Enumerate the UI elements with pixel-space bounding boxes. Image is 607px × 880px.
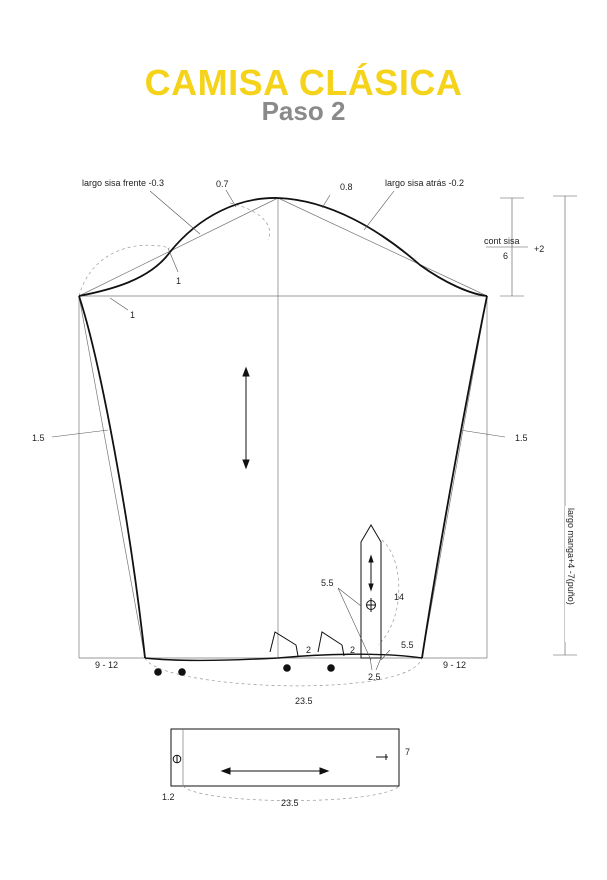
placket xyxy=(360,524,382,659)
divisor-six-label: 6 xyxy=(503,251,508,261)
cont-sisa-label: cont sisa xyxy=(484,236,520,246)
pleat-1 xyxy=(269,631,297,653)
right-side-1-5-label: 1.5 xyxy=(515,433,528,443)
pleat-2-label-b: 2 xyxy=(350,645,355,655)
hem-width-label: 23.5 xyxy=(295,696,313,706)
cuff-width-label: 23.5 xyxy=(281,798,299,808)
page-subtitle: Paso 2 xyxy=(261,96,346,126)
grainline-arrow xyxy=(242,366,250,470)
value-0-7-label: 0.7 xyxy=(216,179,229,189)
pleat-2 xyxy=(317,631,343,653)
armhole-back-label: largo sisa atrás -0.2 xyxy=(385,178,464,188)
hem-dimension-arc xyxy=(144,657,423,687)
front-armhole-guide xyxy=(78,197,279,297)
notch-dot-1 xyxy=(154,668,162,676)
top-cap-guide-arc xyxy=(229,202,270,241)
placket-14-label: 14 xyxy=(394,592,404,602)
left-side-1-5-label: 1.5 xyxy=(32,433,45,443)
left-underarm-seam xyxy=(78,295,146,659)
notch-dot-3 xyxy=(283,664,291,672)
construction-lines xyxy=(78,197,488,659)
hem-left-9-12-label: 9 - 12 xyxy=(95,660,118,670)
notch-dots xyxy=(154,664,335,676)
cuff xyxy=(170,728,400,801)
plus-two-label: +2 xyxy=(534,244,544,254)
back-armhole-guide xyxy=(277,197,488,297)
leader-lines xyxy=(51,189,577,671)
sleeve-cap-curve xyxy=(78,197,488,297)
value-0-8-label: 0.8 xyxy=(340,182,353,192)
sleeve-length-label: largo manga+4 -7(puño) xyxy=(566,508,576,605)
right-underarm-seam xyxy=(421,295,488,659)
front-cap-guide-arc xyxy=(78,244,171,297)
cuff-rectangle xyxy=(170,728,400,787)
placket-5-5-label: 5.5 xyxy=(321,578,334,588)
pleats xyxy=(269,631,345,657)
armhole-front-label: largo sisa frente -0.3 xyxy=(82,178,164,188)
value-1-cap-label: 1 xyxy=(176,276,181,286)
placket-2-5-label: 2.5 xyxy=(368,672,381,682)
cuff-height-label: 7 xyxy=(405,747,410,757)
pleat-2-label-a: 2 xyxy=(306,645,311,655)
notch-dot-2 xyxy=(178,668,186,676)
left-underarm-guide xyxy=(78,295,146,659)
page-title: CAMISA CLÁSICA xyxy=(144,62,463,103)
cuff-offset-label: 1.2 xyxy=(162,792,175,802)
cuff-dimension-arc xyxy=(182,785,400,801)
value-1-armhole-label: 1 xyxy=(130,310,135,320)
right-underarm-guide xyxy=(421,295,488,659)
cap-guide-circles xyxy=(78,202,423,687)
hem-right-9-12-label: 9 - 12 xyxy=(443,660,466,670)
notch-dot-4 xyxy=(327,664,335,672)
placket-dimension-arc xyxy=(377,539,400,646)
placket-5-5-lower-label: 5.5 xyxy=(401,640,414,650)
